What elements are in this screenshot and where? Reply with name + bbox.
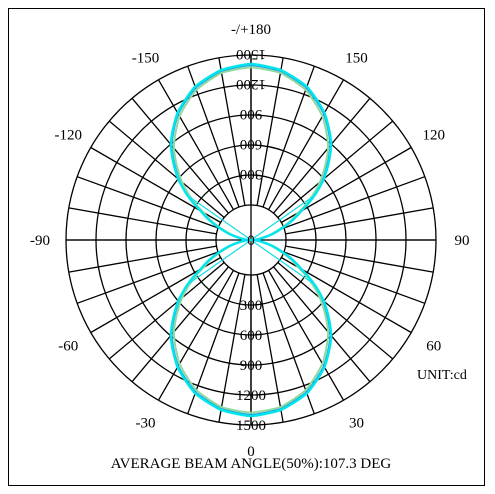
grid-spoke bbox=[218, 274, 246, 423]
radial-tick-label-top: 900 bbox=[240, 106, 263, 122]
curve-ray bbox=[187, 195, 252, 241]
curve-ray bbox=[250, 239, 315, 285]
radial-tick-label: 0 bbox=[247, 233, 255, 249]
radial-tick-label: 1500 bbox=[236, 418, 266, 434]
grid-spoke bbox=[277, 262, 394, 360]
grid-spoke bbox=[273, 97, 371, 214]
grid-spoke bbox=[131, 97, 229, 214]
angle-label: 30 bbox=[349, 416, 364, 432]
angle-label: 90 bbox=[455, 233, 470, 249]
radial-tick-label-top: 300 bbox=[240, 166, 263, 182]
grid-spoke bbox=[157, 269, 235, 401]
grid-spoke bbox=[285, 245, 434, 273]
grid-spoke bbox=[76, 251, 219, 304]
radial-tick-label-top: 600 bbox=[240, 136, 263, 152]
grid-spoke bbox=[267, 269, 345, 401]
grid-spoke bbox=[283, 251, 426, 304]
intensity-curve bbox=[169, 62, 333, 418]
angle-label: -120 bbox=[55, 128, 83, 144]
radial-tick-label: 900 bbox=[240, 358, 263, 374]
curve-ray bbox=[187, 239, 252, 285]
beam-angle-caption: AVERAGE BEAM ANGLE(50%):107.3 DEG bbox=[111, 456, 392, 472]
angle-label: 0 bbox=[247, 444, 255, 460]
angle-label: -90 bbox=[30, 233, 50, 249]
unit-label: UNIT:cd bbox=[417, 368, 467, 383]
intensity-curves bbox=[169, 62, 333, 418]
grid-spoke bbox=[273, 266, 371, 383]
angle-label: -150 bbox=[132, 50, 160, 66]
grid-spoke bbox=[108, 120, 225, 218]
grid-spoke bbox=[277, 120, 394, 218]
grid-spoke bbox=[267, 79, 345, 211]
angle-label: -/+180 bbox=[231, 22, 271, 38]
grid-spoke bbox=[256, 274, 284, 423]
angle-label: 120 bbox=[422, 128, 445, 144]
radial-tick-label: 600 bbox=[240, 328, 263, 344]
grid-spoke bbox=[108, 262, 225, 360]
angle-label: 60 bbox=[426, 339, 441, 355]
radial-tick-label-top: 1500 bbox=[236, 46, 266, 62]
radial-tick-label: 1200 bbox=[236, 388, 266, 404]
curve-ray bbox=[250, 195, 315, 241]
grid-spoke bbox=[157, 79, 235, 211]
grid-spoke bbox=[285, 207, 434, 235]
radial-tick-labels: 0 300 300 600 600 900 900 1200 1200 1500 1500 bbox=[236, 46, 266, 434]
radial-tick-label: 300 bbox=[240, 298, 263, 314]
grid-spoke bbox=[131, 266, 229, 383]
grid-spoke bbox=[76, 176, 219, 229]
angle-label: 150 bbox=[345, 50, 368, 66]
grid-spoke bbox=[256, 57, 284, 206]
angle-label: -60 bbox=[58, 339, 78, 355]
grid-spoke bbox=[68, 207, 217, 235]
radial-tick-label-top: 1200 bbox=[236, 76, 266, 92]
angle-labels: -/+180 150 -150 120 -120 90 -90 60 -60 30 -30 0 bbox=[30, 22, 470, 460]
grid-spoke bbox=[218, 57, 246, 206]
grid-spoke bbox=[283, 176, 426, 229]
angle-label: -30 bbox=[136, 416, 156, 432]
grid-spoke bbox=[68, 245, 217, 273]
